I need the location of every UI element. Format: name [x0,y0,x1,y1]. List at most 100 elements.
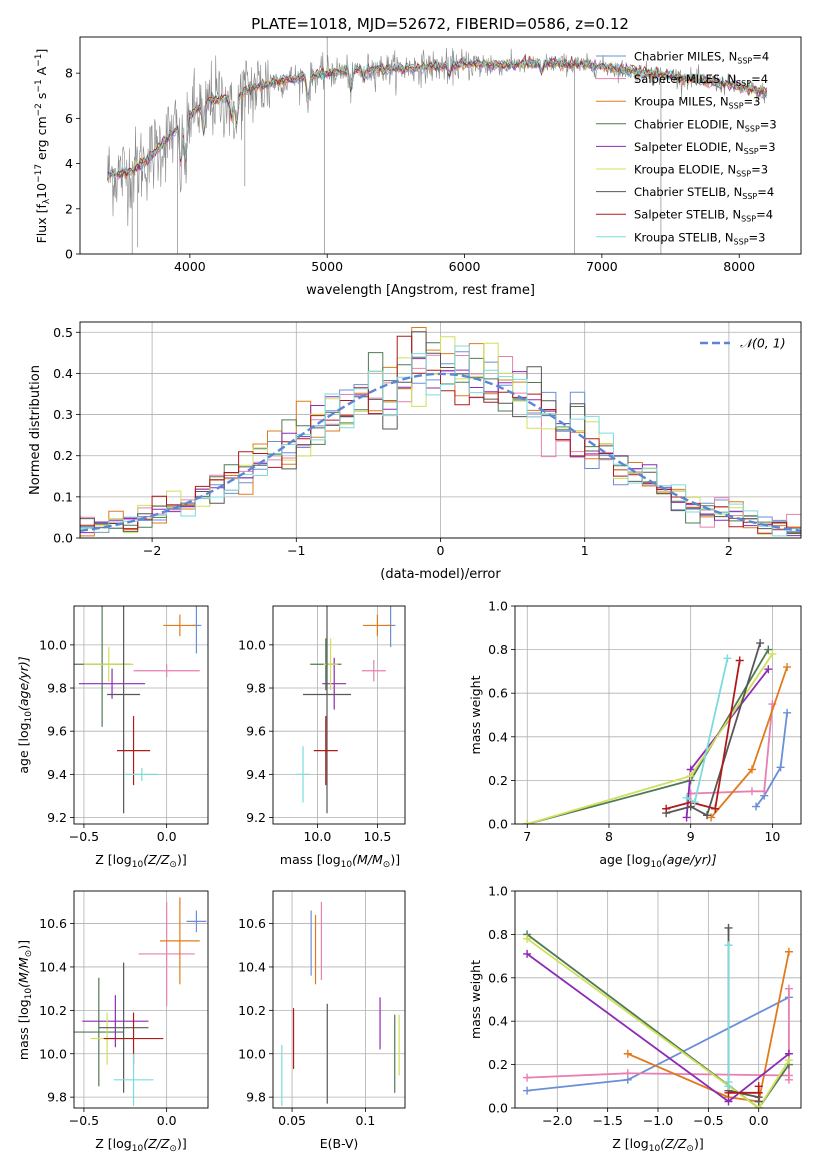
label-part: )] [177,1136,187,1151]
y-tick-label: 9.4 [246,767,266,782]
series-line-chabrier-elodie [526,933,790,1108]
y-tick-label: 10.2 [238,1003,266,1018]
label-part: Salpeter MILES, N [634,72,736,86]
series-marker [724,923,733,932]
x-tick-label: 7000 [586,259,618,274]
series-marker [707,813,716,822]
label-part: SSP [734,237,749,246]
series-marker [776,763,785,772]
series-marker [784,1056,793,1065]
x-tick-label: 1 [581,543,589,558]
series-marker [768,649,777,658]
label-part: =3 [749,230,766,244]
label-part: 10 [24,711,34,723]
y-tick-label: 0.8 [488,927,508,942]
y-tick-label: 10.6 [238,916,266,931]
series-marker [764,645,773,654]
x-tick-label: −0.5 [69,1113,99,1128]
histogram-y-axis-label: Normed distribution [28,365,43,495]
x-tick-label: −2.0 [542,1113,572,1128]
label-part: Z [log [95,1136,131,1151]
label-part: SSP [745,124,760,133]
label-part: ⊙ [169,1144,177,1154]
series-line-chabrier-stelib [665,642,761,817]
legend-entry: Chabrier ELODIE, NSSP=3 [634,117,777,133]
series-marker [724,941,733,950]
label-part: −1 [34,54,44,67]
x-tick-label: 10.5 [363,829,391,844]
label-part: 10 [132,1144,144,1154]
x-tick-label: 0.0 [157,829,177,844]
series-marker [724,1077,733,1086]
label-part: mass [log [16,999,31,1060]
series-marker [784,984,793,993]
legend-entry: Chabrier MILES, NSSP=4 [634,50,769,66]
label-part: −1 [34,79,44,92]
label-part: Salpeter STELIB, N [634,208,741,222]
plot-area [74,606,202,814]
y-tick-label: 0.6 [488,970,508,985]
label-part: SSP [729,102,744,111]
x-tick-label: 8000 [723,259,755,274]
mass-weight-vs-metallicity-panel: −2.0 −1.5 −1.0 −0.5 0.0 0.0 0.2 0.4 0.6 0.8 1.0 mas… [468,884,802,1154]
x-tick-label: 10 [764,829,780,844]
y-tick-label: 0.6 [488,686,508,701]
series-marker [682,793,691,802]
series-marker [523,934,532,943]
x-axis-label: Z [log10(Z/Z⊙)] [612,1136,703,1154]
series-marker [703,811,712,820]
x-tick-label: −1 [287,543,305,558]
label-part: (Z/Z [143,1136,170,1151]
age-vs-mass-panel: 10.0 10.5 9.2 9.4 9.6 9.8 10.0 mass [log10(M/M⊙… [238,605,406,870]
series-marker [747,765,756,774]
series-marker [754,1082,763,1091]
series-line-chabrier-miles [755,712,788,808]
series-marker [783,708,792,717]
label-part: ⊙ [169,860,177,870]
y-tick-label: 0.0 [488,817,508,832]
y-tick-label: 0.2 [488,1057,508,1072]
series-marker [690,798,699,807]
legend-entry: Chabrier STELIB, NSSP=4 [634,185,774,201]
label-part: )] [694,1136,704,1151]
label-part: Chabrier MILES, N [634,50,737,64]
label-part: (M/M [352,852,383,867]
y-tick-label: 0.4 [488,1014,508,1029]
y-tick-label: 0.4 [488,729,508,744]
series-line-kroupa-miles [627,951,790,1103]
series-marker [686,772,695,781]
label-part: Kroupa ELODIE, N [634,163,736,177]
ebv-x-axis-label: E(B-V) [320,1136,359,1151]
series-line-kroupa-elodie [526,937,790,1108]
label-part: =3 [760,117,777,131]
x-tick-label: −1.5 [592,1113,622,1128]
x-tick-label: 5000 [311,259,343,274]
label-part: Z [log [95,852,131,867]
label-part: λ [42,198,52,204]
y-tick-label: 0.3 [53,407,73,422]
mass-weight-y-axis-label: mass weight [468,960,483,1039]
y-tick-label: 10.0 [39,1046,67,1061]
mass-vs-extinction-panel: 0.05 0.1 9.8 10.0 10.2 10.4 10.6 E(B-V) [238,890,406,1151]
y-tick-label: 0.4 [53,366,73,381]
series-marker [723,654,732,663]
y-tick-label: 4 [65,156,73,171]
x-tick-label: 0.1 [355,1113,375,1128]
series-marker [735,656,744,665]
y-tick-label: 9.4 [47,767,67,782]
y-tick-label: 10.4 [238,959,266,974]
y-tick-label: 9.8 [246,681,266,696]
label-part: SSP [742,192,757,201]
plot-area [281,901,400,1106]
label-part: 10 [649,1144,661,1154]
label-part: A [34,66,49,79]
x-tick-label: −0.5 [693,1113,723,1128]
label-part: ⊙ [383,860,391,870]
histogram-x-axis-label: (data-model)/error [380,567,501,582]
y-tick-label: 10.4 [39,959,67,974]
label-part: 10 [24,988,34,1000]
label-part: (M/M [16,957,31,988]
x-tick-label: −0.5 [69,829,99,844]
plot-area [523,639,792,824]
